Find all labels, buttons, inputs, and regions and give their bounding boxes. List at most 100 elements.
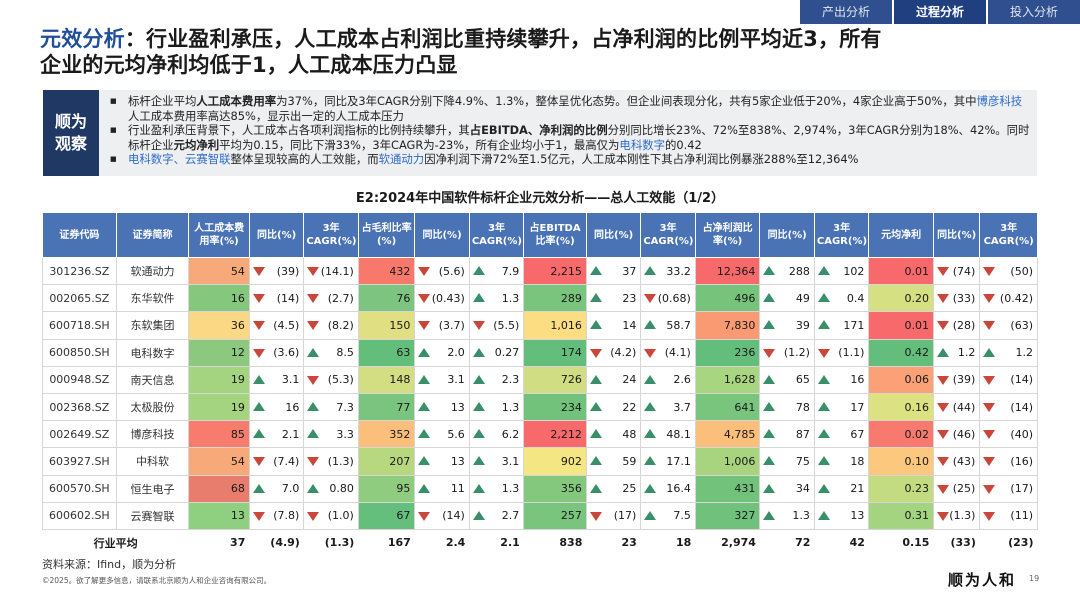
change-cell: (7.4) bbox=[248, 447, 305, 476]
up-arrow-icon bbox=[763, 510, 776, 520]
heat-value-cell: 54 bbox=[188, 447, 250, 476]
column-header: 同比(%) bbox=[248, 212, 305, 258]
up-arrow-icon bbox=[589, 402, 602, 412]
change-cell: 7.5 bbox=[640, 501, 696, 530]
down-arrow-icon bbox=[936, 321, 949, 331]
column-header: 人工成本费用率(%) bbox=[188, 212, 250, 258]
change-cell: 49 bbox=[759, 284, 815, 313]
change-cell: 2.6 bbox=[640, 365, 696, 394]
change-cell: 6.2 bbox=[468, 420, 525, 449]
table-row: 002649.SZ 博彦科技 85 2.1 3.3 352 5.6 6.2 2,212 48 48.… bbox=[42, 420, 1038, 449]
up-arrow-icon bbox=[418, 429, 431, 439]
security-code: 301236.SZ bbox=[42, 256, 117, 286]
change-cell: 3.1 bbox=[414, 365, 470, 394]
change-cell: (28) bbox=[932, 311, 981, 340]
table-row: 603927.SH 中科软 54 (7.4) (1.3) 207 13 3.1 902 59 17.… bbox=[42, 447, 1038, 476]
change-cell: 102 bbox=[813, 256, 870, 286]
table-row: 000948.SZ 南天信息 19 3.1 (5.3) 148 3.1 2.3 726 24 2.6… bbox=[42, 365, 1038, 394]
up-arrow-icon bbox=[644, 429, 657, 439]
change-cell: (63) bbox=[979, 311, 1038, 340]
copyright-note: ©2025。欲了解更多信息，请联系北京顺为人和企业咨询有限公司。 bbox=[42, 576, 272, 585]
down-arrow-icon bbox=[589, 511, 602, 521]
change-cell: 22 bbox=[585, 392, 642, 422]
tab-1[interactable]: 产出分析 bbox=[800, 0, 892, 24]
change-cell: (17) bbox=[585, 501, 642, 530]
change-cell: 3.7 bbox=[640, 392, 696, 422]
down-arrow-icon bbox=[252, 457, 265, 467]
change-cell: 7.0 bbox=[248, 474, 305, 503]
heat-value-cell: 12,364 bbox=[694, 256, 761, 286]
change-cell: 25 bbox=[585, 474, 642, 503]
security-name: 云赛智联 bbox=[115, 501, 190, 530]
up-arrow-icon bbox=[817, 374, 830, 384]
average-value: 2,974 bbox=[695, 528, 760, 556]
down-arrow-icon bbox=[983, 375, 996, 385]
down-arrow-icon bbox=[307, 375, 320, 385]
change-cell: (74) bbox=[932, 256, 981, 286]
average-value: 167 bbox=[358, 528, 415, 556]
heat-value-cell: 16 bbox=[188, 284, 250, 313]
change-cell: 1.2 bbox=[979, 338, 1038, 367]
heat-value-cell: 150 bbox=[357, 311, 416, 340]
change-cell: 3.1 bbox=[248, 365, 305, 394]
heat-value-cell: 726 bbox=[523, 365, 587, 394]
change-cell: 1.3 bbox=[468, 474, 525, 503]
change-cell: (44) bbox=[932, 392, 981, 422]
change-cell: 16 bbox=[813, 365, 870, 394]
change-cell: 75 bbox=[759, 447, 815, 476]
change-cell: 87 bbox=[759, 420, 815, 449]
change-cell: (14) bbox=[979, 392, 1038, 422]
down-arrow-icon bbox=[936, 511, 949, 521]
heat-value-cell: 431 bbox=[694, 474, 761, 503]
change-cell: (3.6) bbox=[248, 338, 305, 367]
section-tabs: 产出分析 过程分析 投入分析 bbox=[798, 0, 1080, 24]
change-cell: (14) bbox=[979, 365, 1038, 394]
up-arrow-icon bbox=[817, 293, 830, 303]
heat-value-cell: 68 bbox=[188, 474, 250, 503]
security-name: 东软集团 bbox=[115, 311, 190, 340]
change-cell: 14 bbox=[585, 311, 642, 340]
up-arrow-icon bbox=[644, 266, 657, 276]
security-code: 600602.SH bbox=[42, 501, 117, 530]
down-arrow-icon bbox=[936, 267, 949, 277]
down-arrow-icon bbox=[936, 375, 949, 385]
down-arrow-icon bbox=[983, 511, 996, 521]
security-code: 002649.SZ bbox=[42, 420, 117, 449]
table-title: E2:2024年中国软件标杆企业元效分析——总人工效能（1/2） bbox=[355, 191, 725, 206]
security-name: 太极股份 bbox=[115, 392, 190, 422]
table-row: 600850.SH 电科数字 12 (3.6) 8.5 63 2.0 0.27 174 (4.2)… bbox=[42, 338, 1038, 367]
tab-2[interactable]: 过程分析 bbox=[894, 0, 986, 24]
change-cell: (46) bbox=[932, 420, 981, 449]
up-arrow-icon bbox=[644, 402, 657, 412]
tab-3[interactable]: 投入分析 bbox=[988, 0, 1080, 24]
up-arrow-icon bbox=[307, 483, 320, 493]
column-header: 3年CAGR(%) bbox=[468, 212, 525, 258]
heat-value-cell: 1,006 bbox=[694, 447, 761, 476]
change-cell: (16) bbox=[979, 447, 1038, 476]
down-arrow-icon bbox=[252, 294, 265, 304]
title-line2: 企业的元均净利均低于1，人工成本压力凸显 bbox=[40, 53, 458, 77]
up-arrow-icon bbox=[763, 429, 776, 439]
up-arrow-icon bbox=[644, 374, 657, 384]
heat-value-cell: 236 bbox=[694, 338, 761, 367]
change-cell: (11) bbox=[979, 501, 1038, 530]
average-value: 72 bbox=[759, 528, 815, 556]
up-arrow-icon bbox=[763, 456, 776, 466]
down-arrow-icon bbox=[589, 348, 602, 358]
change-cell: 48.1 bbox=[640, 420, 696, 449]
heat-value-cell: 0.31 bbox=[868, 501, 934, 530]
change-cell: (0.43) bbox=[414, 284, 470, 313]
down-arrow-icon bbox=[252, 267, 265, 277]
change-cell: (40) bbox=[979, 420, 1038, 449]
change-cell: 0.27 bbox=[468, 338, 525, 367]
security-code: 000948.SZ bbox=[42, 365, 117, 394]
change-cell: 78 bbox=[759, 392, 815, 422]
change-cell: (25) bbox=[932, 474, 981, 503]
heat-value-cell: 12 bbox=[188, 338, 250, 367]
up-arrow-icon bbox=[472, 374, 485, 384]
average-value: (4.9) bbox=[249, 528, 304, 556]
up-arrow-icon bbox=[817, 266, 830, 276]
column-header: 占EBITDA比率(%) bbox=[523, 212, 587, 258]
efficiency-table: 证券代码 证券简称 人工成本费用率(%) 同比(%) 3年CAGR(%) 占毛利比率(%)… bbox=[42, 212, 1038, 556]
up-arrow-icon bbox=[644, 456, 657, 466]
